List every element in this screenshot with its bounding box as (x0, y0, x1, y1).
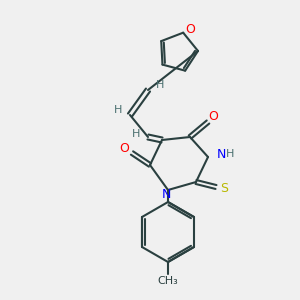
Text: S: S (220, 182, 228, 196)
Text: O: O (119, 142, 129, 155)
Text: H: H (132, 129, 140, 139)
Text: CH₃: CH₃ (158, 276, 178, 286)
Text: H: H (226, 149, 234, 159)
Text: H: H (114, 105, 122, 115)
Text: O: O (185, 23, 195, 36)
Text: N: N (217, 148, 226, 160)
Text: H: H (156, 80, 164, 90)
Text: N: N (161, 188, 171, 200)
Text: O: O (208, 110, 218, 124)
